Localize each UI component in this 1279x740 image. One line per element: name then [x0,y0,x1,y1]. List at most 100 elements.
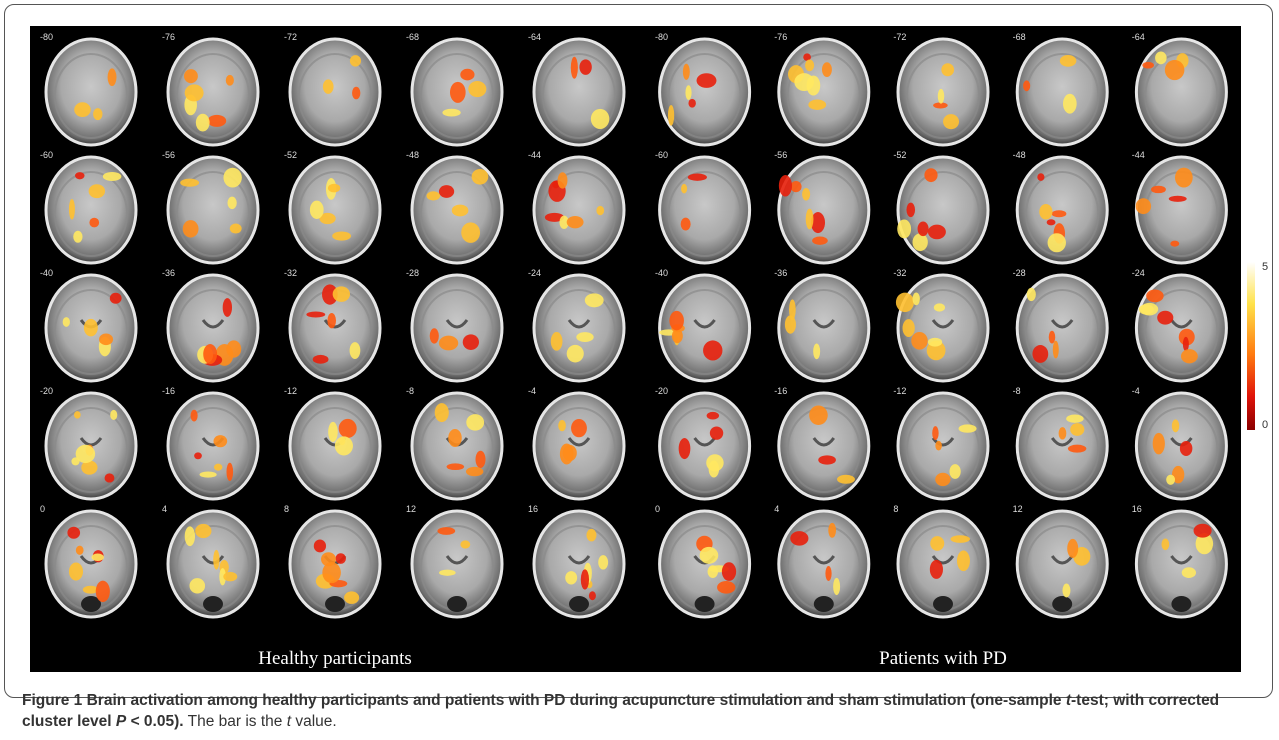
activation-blob [350,55,361,67]
activation-blob [928,338,942,347]
activation-blob [579,59,591,74]
activation-blob [1052,210,1067,217]
activation-blob [327,313,336,328]
activation-blob [336,553,346,564]
activation-blob [195,524,211,538]
brainstem [325,596,345,612]
brainstem [569,596,589,612]
activation-blob [67,527,80,539]
activation-blob [806,209,814,230]
activation-blob [1165,60,1185,80]
slice-label: -20 [40,386,53,396]
activation-blob [99,334,113,346]
activation-blob [567,345,584,363]
activation-blob [226,340,241,357]
activation-blob [439,185,454,198]
brainstem [814,596,834,612]
activation-blob [785,315,796,333]
activation-blob [717,581,735,594]
activation-blob [463,334,479,350]
activation-blob [185,526,195,546]
activation-blob [189,578,205,593]
activation-blob [596,206,604,215]
slice-label: -72 [893,32,906,42]
activation-blob [790,531,808,545]
activation-blob [184,69,198,83]
activation-blob [226,463,233,481]
slice-label: -32 [284,268,297,278]
slice-label: -16 [774,386,787,396]
activation-blob [73,231,82,243]
activation-blob [69,199,75,220]
activation-blob [1053,341,1059,359]
activation-blob [435,403,449,422]
activation-blob [950,535,969,543]
activation-blob [683,64,690,80]
activation-blob [934,303,945,311]
caption-note: value. [295,713,336,730]
activation-blob [1027,288,1036,301]
activation-blob [76,546,84,555]
activation-blob [196,114,210,132]
activation-blob [707,412,719,420]
slice-label: 0 [40,504,45,514]
slice-label: -36 [162,268,175,278]
activation-blob [194,452,202,459]
activation-blob [957,550,970,571]
activation-blob [837,475,855,484]
activation-blob [581,569,589,589]
activation-blob [84,319,98,337]
slice-label: 4 [162,504,167,514]
slice-label: -44 [1132,150,1145,160]
slice-label: -24 [528,268,541,278]
activation-blob [685,85,691,100]
slice-label: -24 [1132,268,1145,278]
activation-blob [227,197,236,209]
activation-blob [1166,475,1175,485]
slice-label: 16 [1132,504,1142,514]
panel-label: Patients with PD [879,648,1007,669]
activation-blob [1170,241,1179,247]
slice-label: -64 [1132,32,1145,42]
activation-blob [1066,415,1083,423]
activation-blob [706,454,723,471]
slice-label: -44 [528,150,541,160]
activation-blob [598,555,608,569]
activation-blob [700,547,719,564]
activation-blob [697,73,717,88]
activation-blob [897,219,911,238]
activation-blob [681,218,691,231]
activation-blob [565,571,577,584]
activation-blob [938,89,944,104]
slice-label: -40 [655,268,668,278]
slice-label: -60 [40,150,53,160]
slice-label: -12 [893,386,906,396]
activation-blob [794,73,814,91]
slice-label: -8 [406,386,414,396]
activation-blob [1146,290,1163,303]
slice-label: 16 [528,504,538,514]
activation-blob [1062,584,1070,598]
activation-blob [828,523,836,538]
activation-blob [230,224,242,234]
activation-blob [191,410,198,422]
activation-blob [476,451,486,468]
activation-blob [200,471,217,477]
activation-blob [208,115,227,127]
activation-blob [89,218,99,228]
activation-blob [306,312,325,318]
slice-label: -64 [528,32,541,42]
activation-blob [439,336,458,351]
slice-label: -52 [893,150,906,160]
activation-blob [466,467,483,476]
activation-blob [809,406,828,425]
slice-label: -68 [1013,32,1026,42]
activation-blob [669,311,684,330]
activation-blob [223,168,241,188]
colorbar [1247,262,1255,430]
activation-blob [1180,441,1193,456]
slice-label: -20 [655,386,668,396]
activation-blob [941,63,954,76]
activation-blob [89,184,105,198]
activation-blob [935,473,950,486]
